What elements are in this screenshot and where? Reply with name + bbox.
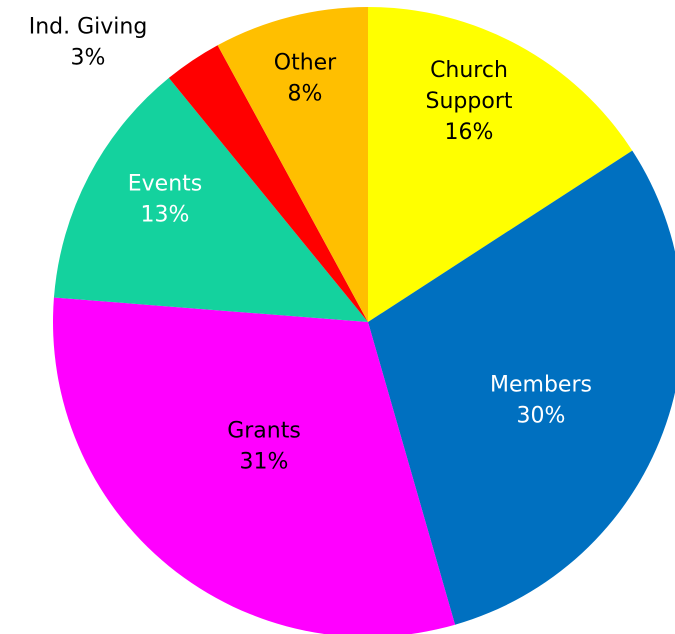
pie-label-percent: 30% [517,404,566,429]
pie-label-category: Church [430,58,508,83]
pie-label-percent: 3% [71,46,106,71]
pie-slice-ind-giving [168,45,368,323]
pie-label-category: Ind. Giving [29,15,148,40]
pie-label-percent: 16% [445,120,494,145]
pie-label-percent: 31% [240,450,289,475]
pie-label-events: Events 13% [128,172,203,228]
pie-label-category: Members [490,373,592,398]
pie-slice-events [53,77,368,322]
pie-slice-church-support [368,7,633,322]
pie-label-category: Support [426,89,513,114]
pie-label-grants: Grants 31% [227,419,301,475]
pie-slices [53,6,675,634]
pie-label-members: Members 30% [490,373,592,429]
pie-label-percent: 8% [288,82,323,107]
pie-slice-grants [53,297,456,634]
pie-label-category: Grants [227,419,301,444]
pie-slice-members [368,150,675,625]
pie-labels: Church Support 16% Members 30% Grants 31% Event… [29,15,592,475]
pie-label-ind-giving: Ind. Giving 3% [29,15,148,71]
pie-label-church-support: Church Support 16% [426,58,513,145]
pie-label-category: Other [274,51,337,76]
pie-label-other: Other 8% [274,51,337,107]
pie-slice-other [217,6,368,322]
pie-label-category: Events [128,172,203,197]
pie-label-percent: 13% [141,203,190,228]
